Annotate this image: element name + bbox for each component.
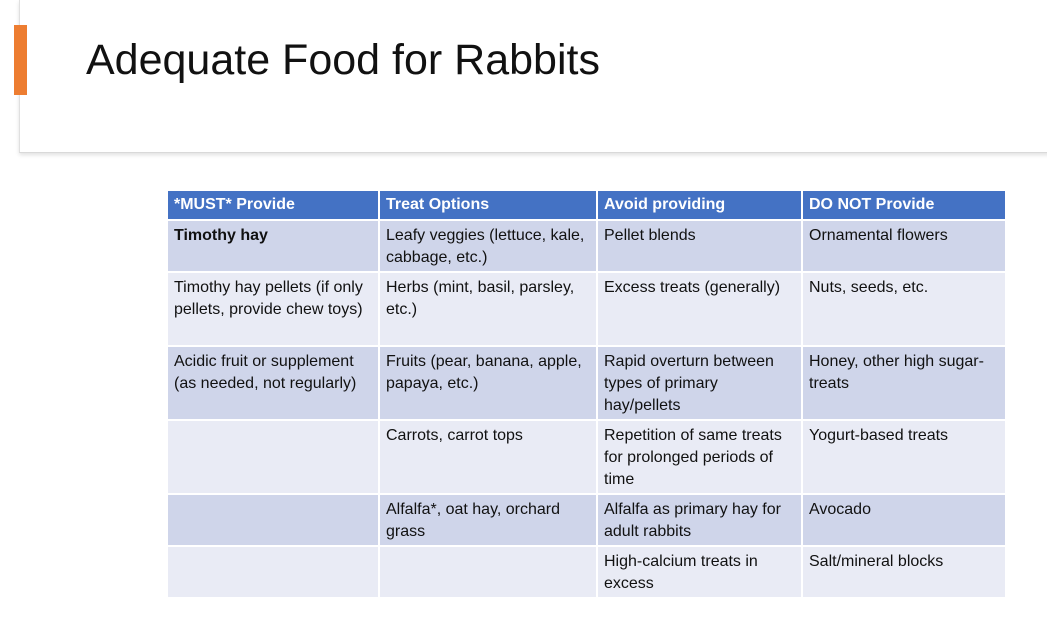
table-cell-do-not-provide: Ornamental flowers xyxy=(801,219,1007,273)
table-cell-avoid-providing: Excess treats (generally) xyxy=(596,271,803,347)
table-cell-do-not-provide: Nuts, seeds, etc. xyxy=(801,271,1007,347)
table-cell-do-not-provide: Yogurt-based treats xyxy=(801,419,1007,495)
slide-title: Adequate Food for Rabbits xyxy=(86,36,600,84)
table-cell-do-not-provide: Salt/mineral blocks xyxy=(801,545,1007,599)
food-table: *MUST* Provide Treat Options Avoid provi… xyxy=(166,189,1007,599)
header-treat-options: Treat Options xyxy=(378,189,598,221)
table-cell-treat-options: Fruits (pear, banana, apple, papaya, etc… xyxy=(378,345,598,421)
table-row: High-calcium treats in excess Salt/miner… xyxy=(166,545,1007,599)
table-cell-must-provide: Acidic fruit or supplement (as needed, n… xyxy=(166,345,380,421)
table-cell-treat-options: Herbs (mint, basil, parsley, etc.) xyxy=(378,271,598,347)
table-cell-must-provide xyxy=(166,419,380,495)
table-row: Timothy hay Leafy veggies (lettuce, kale… xyxy=(166,219,1007,273)
table-cell-must-provide: Timothy hay xyxy=(166,219,380,273)
table-row: Alfalfa*, oat hay, orchard grass Alfalfa… xyxy=(166,493,1007,547)
table-cell-avoid-providing: High-calcium treats in excess xyxy=(596,545,803,599)
table-cell-do-not-provide: Honey, other high sugar-treats xyxy=(801,345,1007,421)
table-cell-avoid-providing: Rapid overturn between types of primary … xyxy=(596,345,803,421)
table-cell-must-provide xyxy=(166,545,380,599)
header-do-not-provide: DO NOT Provide xyxy=(801,189,1007,221)
table-row: Carrots, carrot tops Repetition of same … xyxy=(166,419,1007,495)
table-cell-treat-options: Carrots, carrot tops xyxy=(378,419,598,495)
table-cell-avoid-providing: Pellet blends xyxy=(596,219,803,273)
title-accent-bar xyxy=(14,25,27,95)
table-cell-must-provide: Timothy hay pellets (if only pellets, pr… xyxy=(166,271,380,347)
table-header-row: *MUST* Provide Treat Options Avoid provi… xyxy=(166,189,1007,221)
table-row: Timothy hay pellets (if only pellets, pr… xyxy=(166,271,1007,347)
table-cell-treat-options: Leafy veggies (lettuce, kale, cabbage, e… xyxy=(378,219,598,273)
table-cell-avoid-providing: Repetition of same treats for prolonged … xyxy=(596,419,803,495)
table-cell-avoid-providing: Alfalfa as primary hay for adult rabbits xyxy=(596,493,803,547)
table-row: Acidic fruit or supplement (as needed, n… xyxy=(166,345,1007,421)
table-cell-treat-options xyxy=(378,545,598,599)
table-cell-must-provide xyxy=(166,493,380,547)
table-cell-treat-options: Alfalfa*, oat hay, orchard grass xyxy=(378,493,598,547)
header-must-provide: *MUST* Provide xyxy=(166,189,380,221)
header-avoid-providing: Avoid providing xyxy=(596,189,803,221)
title-band xyxy=(19,0,1047,153)
table-cell-do-not-provide: Avocado xyxy=(801,493,1007,547)
